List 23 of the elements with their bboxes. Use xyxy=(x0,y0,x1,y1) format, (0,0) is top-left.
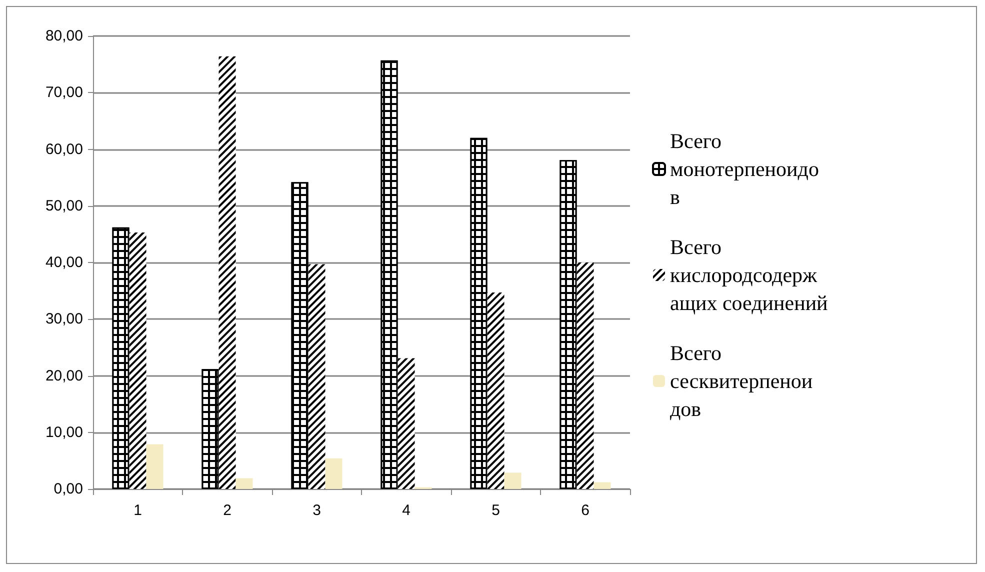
legend-label: Всего монотерпеноидов xyxy=(670,129,819,209)
bar xyxy=(146,444,164,489)
y-tick-label: 20,00 xyxy=(45,367,83,384)
legend-label: Всего сесквитерпеноидов xyxy=(670,341,813,421)
y-tick-label: 60,00 xyxy=(45,140,83,158)
y-tick-label: 40,00 xyxy=(45,254,83,271)
bar xyxy=(594,482,611,489)
x-tick-label: 3 xyxy=(312,502,321,519)
y-tick-label: 0,00 xyxy=(54,480,83,498)
bar xyxy=(504,472,522,489)
x-tick-label: 6 xyxy=(581,502,590,519)
y-tick-label: 70,00 xyxy=(45,84,83,102)
y-tick-label: 80,00 xyxy=(45,28,83,44)
x-tick-label: 4 xyxy=(402,502,410,519)
x-tick-label: 1 xyxy=(134,502,142,519)
y-tick-label: 30,00 xyxy=(45,310,83,328)
y-tick-label: 50,00 xyxy=(45,197,83,214)
x-tick-label: 2 xyxy=(223,502,232,519)
bar xyxy=(325,458,342,489)
bar xyxy=(236,478,253,489)
x-tick-label: 5 xyxy=(492,502,500,519)
y-tick-label: 10,00 xyxy=(45,424,83,441)
legend-label: Всего кислородсодержащих соединений xyxy=(670,235,828,315)
